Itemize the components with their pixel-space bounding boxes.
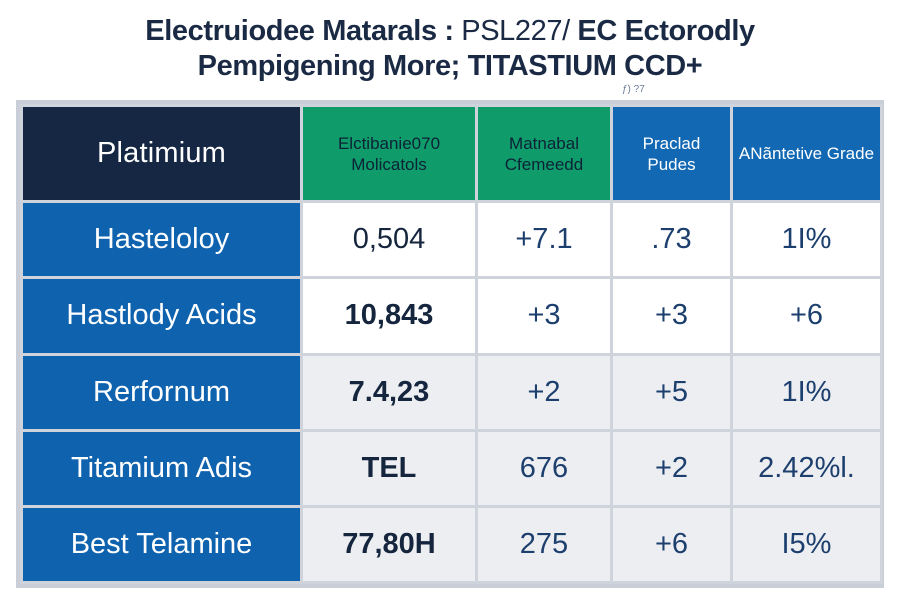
table-row: Titamium Adis TEL 676 +2 2.42%l.	[20, 428, 883, 508]
table-cell: +7.1	[475, 200, 613, 280]
table-cell: +2	[475, 352, 613, 432]
column-header: Praclad Pudes	[610, 103, 733, 204]
table-cell: +2	[610, 428, 733, 508]
table-cell: 10,843	[300, 276, 478, 356]
table-cell: I5%	[730, 504, 883, 585]
table-cell: 1I%	[730, 200, 883, 280]
table-cell: +3	[475, 276, 613, 356]
title-line-1: Electruiodee Matarals : PSL227/ EC Ector…	[0, 14, 900, 49]
table-row: Hasteloloy 0,504 +7.1 .73 1I%	[20, 200, 883, 280]
table-cell: +6	[610, 504, 733, 585]
table-title: Electruiodee Matarals : PSL227/ EC Ector…	[0, 14, 900, 84]
table-cell: 0,504	[300, 200, 478, 280]
table-cell: 77,80H	[300, 504, 478, 585]
table-cell: 7.4,23	[300, 352, 478, 432]
table-row: Rerfornum 7.4,23 +2 +5 1I%	[20, 352, 883, 432]
title-part-a: Electruiodee Mataral	[145, 15, 421, 47]
table-row: Best Telamine 77,80H 275 +6 I5%	[20, 504, 883, 585]
title-line-2: Pempigening More; TITASTIUM CCD+	[0, 49, 900, 84]
table-cell: 2.42%l.	[730, 428, 883, 508]
table-cell: TEL	[300, 428, 478, 508]
column-header: Platimium	[20, 103, 303, 204]
table-row: Hastlody Acids 10,843 +3 +3 +6	[20, 276, 883, 356]
title-part-c: PSL227/	[461, 15, 570, 47]
row-label: Rerfornum	[20, 352, 303, 432]
row-label: Hastlody Acids	[20, 276, 303, 356]
row-label: Hasteloloy	[20, 200, 303, 280]
title-part-d: EC Ectorodly	[577, 15, 755, 47]
row-label: Best Telamine	[20, 504, 303, 585]
data-table: Platimium Elctibanie070 Molicatols Matna…	[20, 103, 883, 585]
title-part-b: s :	[420, 15, 454, 47]
column-header: Elctibanie070 Molicatols	[300, 103, 478, 204]
table-cell: .73	[610, 200, 733, 280]
row-label: Titamium Adis	[20, 428, 303, 508]
title-line-2-text: Pempigening More; TITASTIUM CCD+	[197, 50, 703, 82]
table-cell: +6	[730, 276, 883, 356]
small-note: ƒ) ?7	[622, 84, 645, 95]
table-cell: +5	[610, 352, 733, 432]
table-cell: 676	[475, 428, 613, 508]
column-header: Matnabal Cfemeedd	[475, 103, 613, 204]
table-cell: 275	[475, 504, 613, 585]
table-cell: 1I%	[730, 352, 883, 432]
header-row: Platimium Elctibanie070 Molicatols Matna…	[20, 103, 883, 204]
column-header: ANãntetive Grade	[730, 103, 883, 204]
table-cell: +3	[610, 276, 733, 356]
